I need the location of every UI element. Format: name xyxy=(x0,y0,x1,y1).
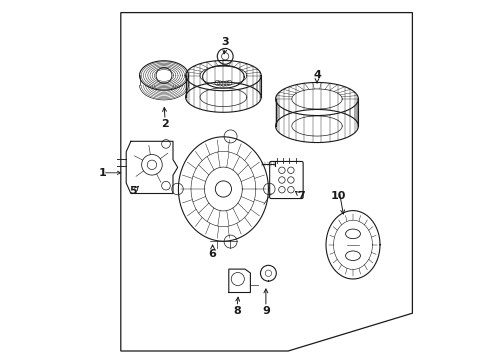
Polygon shape xyxy=(178,137,269,241)
Text: 7: 7 xyxy=(297,191,305,201)
Text: 2: 2 xyxy=(161,119,169,129)
Text: 4: 4 xyxy=(313,70,321,80)
Text: 6: 6 xyxy=(209,249,217,259)
Text: 3: 3 xyxy=(221,37,229,48)
Polygon shape xyxy=(121,13,413,351)
Polygon shape xyxy=(229,269,250,292)
Text: 10: 10 xyxy=(331,191,346,201)
Polygon shape xyxy=(271,163,302,197)
Text: 9: 9 xyxy=(262,306,270,316)
Text: 8: 8 xyxy=(233,306,241,316)
Text: 1: 1 xyxy=(99,168,107,178)
Polygon shape xyxy=(326,211,380,279)
Text: 5: 5 xyxy=(129,186,137,196)
Polygon shape xyxy=(126,141,178,194)
